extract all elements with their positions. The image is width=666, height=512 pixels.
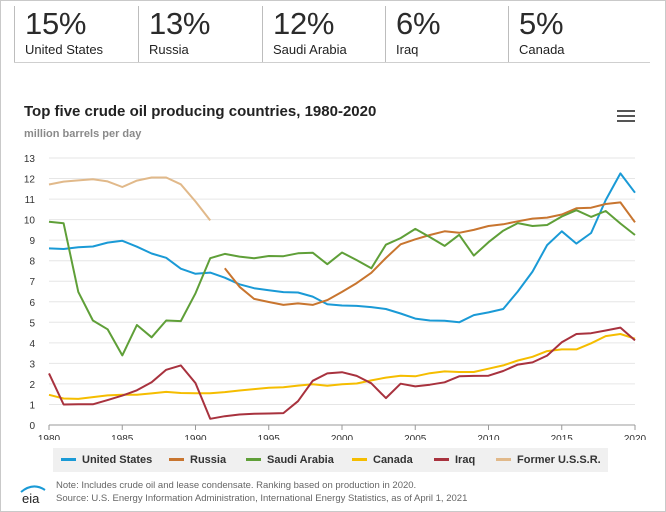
stat-percent: 5%	[519, 6, 564, 41]
stat-country: Russia	[149, 42, 189, 57]
y-tick-label: 8	[29, 257, 35, 268]
x-tick-label: 1980	[38, 434, 61, 440]
y-tick-label: 6	[29, 298, 35, 309]
stat-country: Iraq	[396, 42, 419, 57]
y-tick-label: 9	[29, 236, 35, 247]
series-line-russia	[224, 201, 636, 306]
y-tick-label: 4	[29, 339, 35, 350]
x-tick-label: 2005	[404, 434, 427, 440]
source-text: Source: U.S. Energy Information Administ…	[56, 493, 468, 504]
legend-swatch	[496, 457, 511, 461]
chart-grid	[49, 157, 635, 405]
legend-swatch	[434, 457, 449, 461]
x-tick-label: 2020	[624, 434, 647, 440]
stat-percent: 12%	[273, 6, 335, 41]
legend-label: Iraq	[455, 454, 476, 466]
y-tick-label: 11	[25, 195, 36, 206]
chart-legend: United States Russia Saudi Arabia Canada…	[53, 448, 608, 472]
chart-title: Top five crude oil producing countries, …	[24, 103, 377, 120]
x-tick-label: 2000	[331, 434, 354, 440]
y-tick-label: 5	[29, 318, 35, 329]
legend-item-former-ussr[interactable]: Former U.S.S.R.	[496, 448, 601, 472]
x-tick-label: 1995	[258, 434, 281, 440]
series-line-united-states	[48, 172, 636, 324]
legend-label: Russia	[190, 454, 227, 466]
legend-swatch	[169, 457, 184, 461]
chart-lines	[48, 172, 636, 420]
y-tick-label: 10	[24, 216, 36, 227]
stats-bar: 15% United States 13% Russia 12% Saudi A…	[14, 6, 650, 63]
series-line-iraq	[48, 326, 636, 420]
stat-item: 5% Canada	[508, 6, 624, 62]
y-tick-label: 7	[29, 277, 35, 288]
logo-text: eia	[22, 491, 40, 505]
y-tick-label: 1	[29, 400, 35, 411]
y-tick-label: 0	[29, 421, 35, 432]
legend-item-saudi-arabia[interactable]: Saudi Arabia	[246, 448, 334, 472]
legend-label: Canada	[373, 454, 413, 466]
eia-logo: eia	[20, 485, 46, 505]
legend-label: United States	[82, 454, 153, 466]
legend-label: Former U.S.S.R.	[517, 454, 601, 466]
note-text: Note: Includes crude oil and lease conde…	[56, 480, 417, 491]
stat-percent: 15%	[25, 6, 87, 41]
legend-swatch	[246, 457, 261, 461]
series-line-former-u-s-s-r	[48, 176, 211, 222]
y-tick-label: 3	[29, 359, 35, 370]
stat-country: Canada	[519, 42, 565, 57]
chart-subtitle: million barrels per day	[24, 128, 142, 140]
stat-item: 15% United States	[14, 6, 134, 62]
x-axis: 1980 1985 1990 1995 2000 2005 2010 2015 2020	[38, 424, 647, 440]
x-tick-label: 1990	[184, 434, 207, 440]
chart-footnote: Note: Includes crude oil and lease conde…	[56, 479, 467, 505]
x-tick-label: 1985	[111, 434, 134, 440]
series-line-saudi-arabia	[48, 209, 636, 357]
y-tick-label: 13	[24, 154, 36, 165]
legend-label: Saudi Arabia	[267, 454, 334, 466]
legend-swatch	[61, 457, 76, 461]
stat-item: 6% Iraq	[385, 6, 501, 62]
legend-item-canada[interactable]: Canada	[352, 448, 413, 472]
stat-country: Saudi Arabia	[273, 42, 347, 57]
stat-country: United States	[25, 42, 104, 57]
series-line-canada	[48, 333, 636, 400]
line-chart: 1980 1985 1990 1995 2000 2005 2010 2015 2020 012…	[24, 154, 647, 440]
y-tick-label: 12	[24, 175, 36, 186]
stat-percent: 13%	[149, 6, 211, 41]
legend-swatch	[352, 457, 367, 461]
stat-item: 13% Russia	[138, 6, 254, 62]
x-tick-label: 2015	[551, 434, 574, 440]
stat-item: 12% Saudi Arabia	[262, 6, 378, 62]
legend-item-iraq[interactable]: Iraq	[434, 448, 475, 472]
x-tick-label: 2010	[477, 434, 500, 440]
stat-percent: 6%	[396, 6, 441, 41]
legend-item-united-states[interactable]: United States	[61, 448, 152, 472]
legend-item-russia[interactable]: Russia	[169, 448, 226, 472]
hamburger-menu-icon[interactable]	[617, 110, 635, 124]
y-tick-label: 2	[29, 380, 35, 391]
